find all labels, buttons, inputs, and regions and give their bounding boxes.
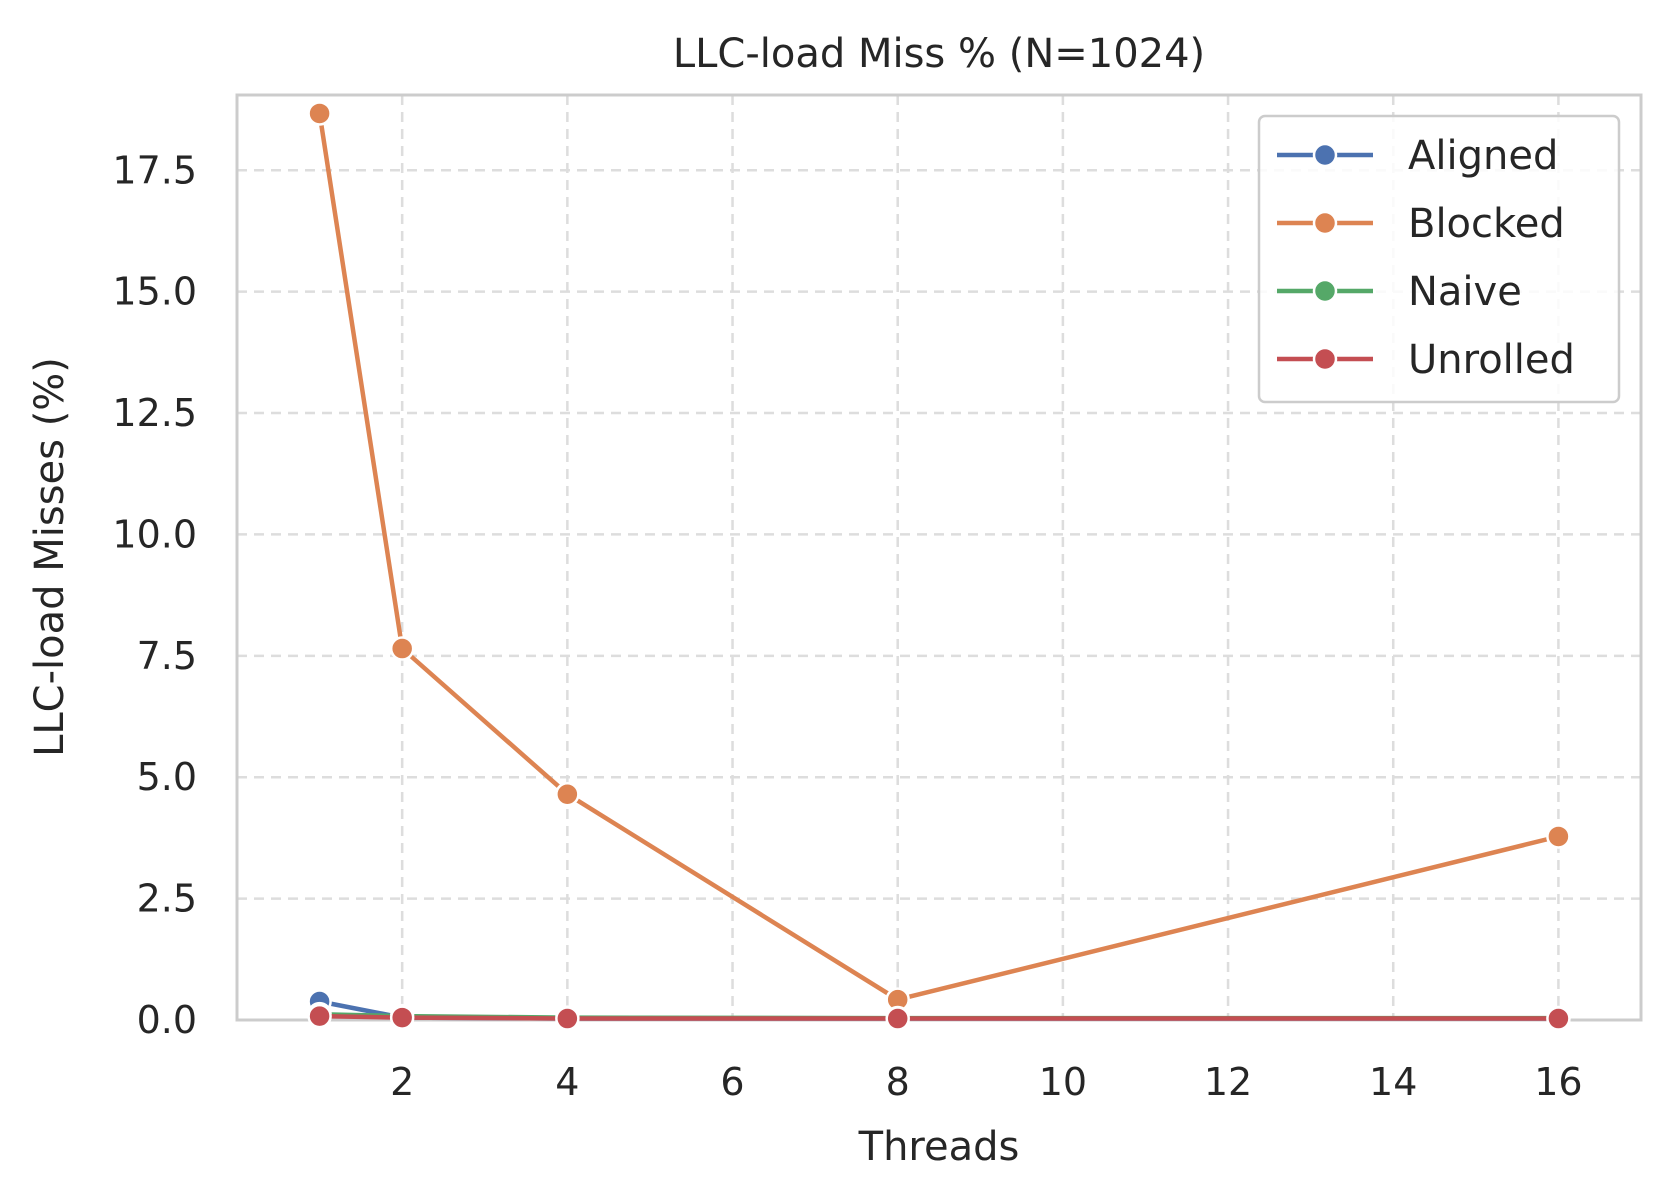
y-tick-label: 0.0 (137, 998, 197, 1042)
legend-item-naive: Naive (1277, 269, 1522, 315)
legend-marker (1312, 346, 1338, 372)
x-tick-label: 16 (1534, 1060, 1582, 1104)
y-axis-label: LLC-load Misses (%) (27, 357, 73, 757)
x-tick-label: 12 (1204, 1060, 1252, 1104)
data-point (1546, 1006, 1571, 1031)
x-tick-label: 14 (1369, 1060, 1417, 1104)
x-tick-label: 6 (720, 1060, 744, 1104)
x-tick-label: 10 (1039, 1060, 1087, 1104)
data-point (1546, 824, 1571, 849)
x-tick-label: 8 (886, 1060, 910, 1104)
series-lines (307, 101, 1571, 1031)
y-tick-label: 17.5 (112, 148, 197, 192)
legend-box (1257, 114, 1621, 404)
legend-item-aligned: Aligned (1277, 133, 1558, 179)
legend-item-unrolled: Unrolled (1277, 337, 1575, 383)
legend-marker (1312, 278, 1338, 304)
legend-label: Blocked (1408, 201, 1565, 247)
legend-marker (1312, 142, 1338, 168)
data-point (885, 1006, 910, 1031)
legend-item-blocked: Blocked (1277, 201, 1565, 247)
series-blocked (307, 101, 1571, 1012)
x-axis-label: Threads (858, 1124, 1020, 1170)
y-tick-label: 10.0 (112, 512, 197, 556)
data-point (389, 636, 415, 661)
legend-label: Unrolled (1408, 337, 1575, 383)
x-tick-label: 2 (390, 1060, 414, 1104)
y-tick-label: 5.0 (137, 755, 197, 799)
y-tick-label: 12.5 (112, 391, 197, 435)
y-tick-label: 7.5 (137, 634, 197, 678)
legend: Aligned Blocked Naive Unrolled (1257, 114, 1621, 404)
data-point (389, 1005, 415, 1030)
chart-title: LLC-load Miss % (N=1024) (673, 31, 1205, 77)
data-point (555, 781, 580, 807)
tick-labels: 2 4 6 8 10 12 14 16 0.0 2.5 5.0 7.5 10.0 12.5 15.0 17.5 (112, 148, 1582, 1104)
data-point (307, 1003, 332, 1029)
series-unrolled (307, 1003, 1571, 1031)
legend-label: Naive (1408, 269, 1522, 315)
legend-label: Aligned (1408, 133, 1558, 179)
legend-marker (1312, 210, 1338, 236)
x-tick-label: 4 (555, 1060, 579, 1104)
series-line (317, 1013, 1561, 1021)
data-point (555, 1006, 580, 1031)
y-tick-label: 15.0 (112, 270, 197, 314)
y-tick-label: 2.5 (137, 877, 197, 921)
data-point (307, 101, 332, 126)
